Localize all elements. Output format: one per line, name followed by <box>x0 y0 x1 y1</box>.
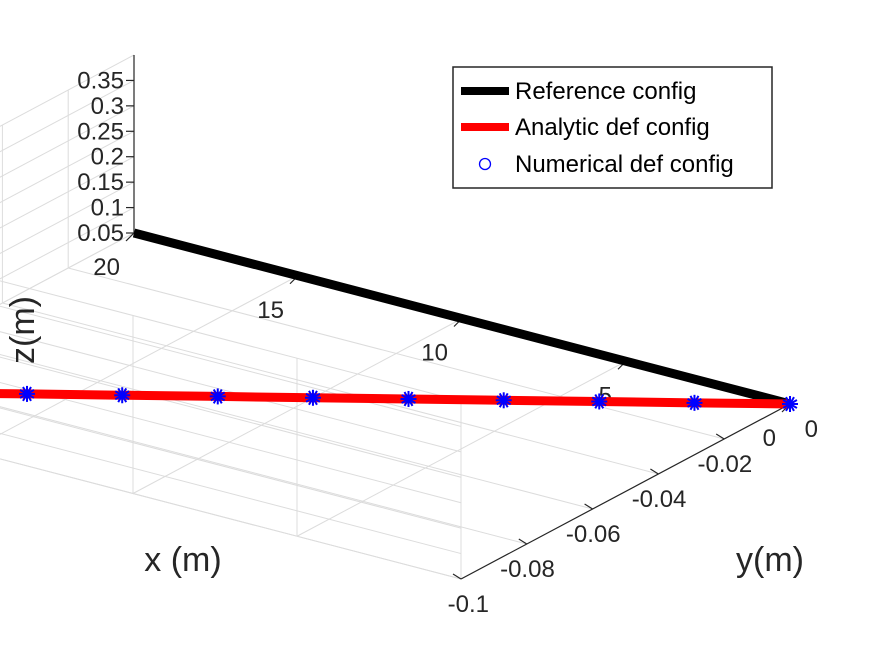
tick-labels: 05101520-0.1-0.08-0.06-0.04-0.0200.050.1… <box>77 67 818 618</box>
grid-line-floor-y <box>2 302 659 475</box>
grid-line-wall-z <box>0 181 135 254</box>
y-tick-label: -0.02 <box>697 451 752 478</box>
y-tick-label: -0.06 <box>566 521 621 548</box>
grid-line-wall-z <box>0 156 135 229</box>
x-tick-label: 15 <box>257 297 284 324</box>
grid-line-wall-z <box>0 458 462 580</box>
grid-line-wall-z <box>0 280 462 402</box>
data-point-marker <box>114 387 131 404</box>
data-point-marker <box>19 385 36 402</box>
z-axis-label: z(m) <box>4 296 42 364</box>
legend-label-reference: Reference config <box>515 78 696 105</box>
grid-line-floor-y <box>68 267 725 440</box>
y-tick-label: -0.04 <box>632 486 687 513</box>
data-point-marker <box>782 396 798 412</box>
series-line-0 <box>132 228 792 409</box>
grid-line-wall-z <box>0 79 135 153</box>
y-tick-mark <box>518 538 528 545</box>
y-tick-label: -0.1 <box>448 591 489 618</box>
grid-line-floor-y <box>0 354 593 510</box>
grid-line-wall-z <box>0 407 462 529</box>
z-tick-label: 0.35 <box>77 67 124 94</box>
z-tick-label: 0.15 <box>77 169 124 196</box>
series-layer <box>0 228 798 412</box>
y-tick-mark <box>650 468 659 475</box>
y-tick-mark <box>452 573 462 580</box>
grid-line-wall-z <box>0 432 462 555</box>
y-tick-label: -0.08 <box>500 556 555 583</box>
y-axis-line <box>460 403 791 580</box>
grid-line-wall-z <box>0 130 135 204</box>
z-tick-label: 0.05 <box>77 220 124 247</box>
legend-label-analytic: Analytic def config <box>515 114 710 141</box>
data-point-marker <box>209 388 226 405</box>
legend-marker-numerical <box>478 157 492 171</box>
y-tick-label: 0 <box>805 416 818 443</box>
grid-line-floor-x <box>296 360 627 537</box>
x-axis-label: x (m) <box>144 541 221 579</box>
grid-line-wall-z <box>0 382 462 504</box>
grid-line-wall-z <box>0 54 135 127</box>
grid-line-wall-z <box>0 232 135 305</box>
data-point-marker <box>400 390 417 407</box>
data-point-marker <box>304 389 321 406</box>
grid-line-wall-z <box>0 207 135 280</box>
z-tick-label: 0.3 <box>91 93 124 120</box>
grid-line-floor-x <box>132 318 463 494</box>
y-axis-label: y(m) <box>736 541 804 579</box>
data-point-marker <box>591 393 608 410</box>
x-tick-label: 0 <box>763 425 776 452</box>
legend: Reference config Analytic def config Num… <box>452 66 773 189</box>
grid-line-floor-y <box>0 406 527 545</box>
z-tick-label: 0.1 <box>91 195 124 222</box>
x-tick-label: 20 <box>93 254 120 281</box>
data-point-marker <box>686 394 703 411</box>
legend-label-numerical: Numerical def config <box>515 151 734 178</box>
x-tick-mark <box>125 232 135 242</box>
y-tick-mark <box>715 433 725 440</box>
x-tick-label: 10 <box>421 340 448 367</box>
y-tick-mark <box>584 503 593 510</box>
data-point-marker <box>495 392 512 409</box>
z-tick-label: 0.25 <box>77 118 124 145</box>
z-tick-label: 0.2 <box>91 144 124 171</box>
grid-line-wall-z <box>0 105 135 178</box>
grid-line-floor-x <box>0 275 299 435</box>
grid-line-wall-z <box>0 331 462 453</box>
